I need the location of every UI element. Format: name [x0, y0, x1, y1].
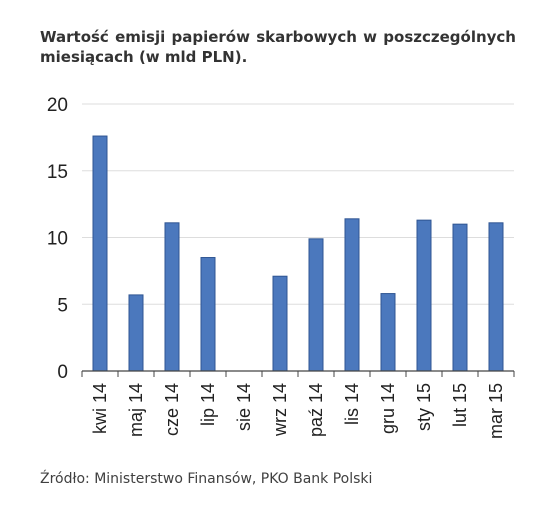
y-tick-label: 0 [57, 362, 68, 383]
x-tick-label: maj 14 [126, 383, 146, 437]
x-tick-label: sty 15 [414, 383, 434, 431]
x-tick-label: lis 14 [342, 383, 362, 425]
bar [128, 294, 144, 372]
y-tick-label: 15 [47, 162, 68, 183]
x-tick-label: lut 15 [450, 383, 470, 427]
bar [380, 293, 396, 372]
x-tick-label: sie 14 [234, 383, 254, 431]
axes [81, 370, 515, 377]
y-axis-ticks: 0 5 10 15 20 [47, 95, 68, 383]
x-tick-label: cze 14 [162, 383, 182, 436]
gridlines [82, 103, 514, 305]
x-tick-label: kwi 14 [90, 383, 110, 434]
bar [308, 238, 324, 372]
y-tick-label: 5 [57, 295, 68, 316]
bar [488, 222, 504, 372]
x-tick-label: gru 14 [378, 383, 398, 434]
bar [344, 218, 360, 372]
bar [452, 223, 468, 372]
chart-title: Wartość emisji papierów skarbowych w pos… [40, 28, 516, 66]
y-tick-label: 20 [47, 95, 68, 116]
bars [92, 135, 504, 372]
x-axis-ticks: kwi 14 maj 14 cze 14 lip 14 sie 14 wrz 14 paź … [90, 383, 506, 439]
bar [164, 222, 180, 372]
chart-source: Źródło: Ministerstwo Finansów, PKO Bank … [40, 471, 373, 487]
x-tick-label: paź 14 [306, 383, 326, 437]
bar [272, 275, 288, 372]
bar [200, 257, 216, 372]
bar [92, 135, 108, 372]
x-tick-label: mar 15 [486, 383, 506, 439]
y-tick-label: 10 [47, 229, 68, 250]
x-tick-label: lip 14 [198, 383, 218, 426]
x-tick-label: wrz 14 [270, 383, 290, 437]
bar [416, 219, 432, 372]
